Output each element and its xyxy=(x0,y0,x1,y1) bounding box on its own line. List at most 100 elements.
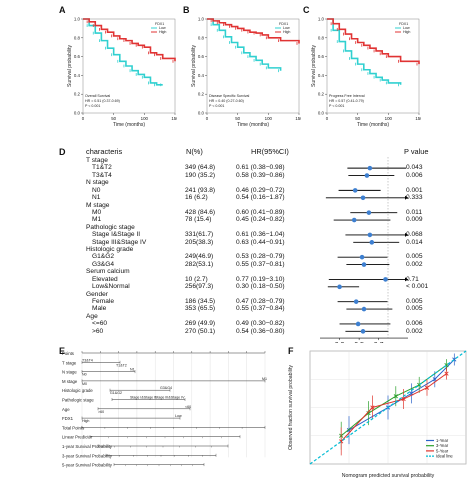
y-axis-label: Survival probability xyxy=(67,45,73,87)
forest-row-label: M0 xyxy=(92,208,102,216)
y-tick-label: 0.6 xyxy=(198,54,205,59)
nomogram-row-label: 1-year Survival Probability xyxy=(62,444,113,449)
x-tick-label: 0 xyxy=(326,116,329,121)
nomogram-row-label: Linear Predictor xyxy=(62,435,93,440)
forest-row-label: Histologic grade xyxy=(86,246,134,254)
panel-letter-c: C xyxy=(303,5,310,15)
forest-point xyxy=(355,321,361,327)
nomogram-row-label: T stage xyxy=(62,360,77,365)
y-tick-label: 0.4 xyxy=(198,73,205,78)
km-curve-high xyxy=(207,18,300,44)
legend-label-high: High xyxy=(283,30,290,34)
forest-row-label: N1 xyxy=(92,194,101,202)
forest-row-p: 0.011 xyxy=(406,208,423,216)
forest-row-label: Low&Normal xyxy=(92,283,130,291)
nomogram-item-s2: Stage I&Stage II xyxy=(130,396,156,400)
x-tick-label: 100 xyxy=(141,116,149,121)
nomogram-item-a1: >60 xyxy=(98,410,104,414)
km-curve-high xyxy=(83,18,176,62)
km-frame xyxy=(206,18,300,114)
legend-label-high: High xyxy=(159,30,166,34)
forest-row: Age xyxy=(76,313,446,320)
nomogram-item-s1: Stage III&Stage IV xyxy=(155,396,185,400)
forest-row-p: 0.333 xyxy=(406,194,423,202)
forest-row-n: 16 (6.2) xyxy=(185,194,208,202)
forest-row: Low&Normal 256(97.3) 0.30 (0.18−0.50) < 0.0… xyxy=(76,283,446,290)
forest-row: Female 186 (34.5) 0.47 (0.28−0.79) 0.005 xyxy=(76,298,446,305)
forest-row-n: 190 (35.2) xyxy=(185,171,216,179)
forest-row-label: G3&G4 xyxy=(92,260,114,268)
forest-point xyxy=(367,165,373,171)
forest-row: Elevated 10 (2.7) 0.77 (0.19−3.10) 0.71 xyxy=(76,276,446,283)
forest-point xyxy=(360,329,366,334)
forest-row-n: 270 (50.1) xyxy=(185,327,216,335)
forest-header-p: P value xyxy=(404,147,429,156)
forest-point xyxy=(360,195,366,201)
forest-row-n: 10 (2.7) xyxy=(185,275,208,283)
forest-row-label: N stage xyxy=(86,179,109,187)
x-tick-label: 100 xyxy=(265,116,273,121)
forest-row-label: G1&G2 xyxy=(92,253,114,261)
stats-hr: HR = 0.51 (0.37-0.69) xyxy=(85,99,120,103)
forest-row-n: 205(38.3) xyxy=(185,238,214,246)
forest-plot-graph: 0.3 0.5 0.7 xyxy=(320,157,408,343)
forest-row-n: 256(97.3) xyxy=(185,283,214,291)
forest-point xyxy=(353,299,359,304)
calib-point xyxy=(366,411,371,416)
calib-y-label: Observed fraction survival probability xyxy=(288,365,294,450)
y-tick-label: 1.0 xyxy=(198,17,205,22)
forest-row: M1 78 (15.4) 0.45 (0.24−0.82) 0.009 xyxy=(76,216,446,223)
x-tick-label: 100 xyxy=(385,116,393,121)
forest-point xyxy=(361,306,367,312)
forest-row-label: T stage xyxy=(86,157,108,164)
nomogram-item-t1: T3&T4 xyxy=(82,358,93,362)
forest-row-label: T3&T4 xyxy=(92,171,112,179)
y-axis-label: Survival probability xyxy=(311,45,317,87)
forest-row-hr: 0.55 (0.37−0.81) xyxy=(236,260,285,268)
y-tick-label: 0.8 xyxy=(318,35,325,40)
stats-p: P < 0.001 xyxy=(85,104,100,108)
x-axis-label: Time (months) xyxy=(113,122,145,128)
panel-letter-f: F xyxy=(288,346,294,356)
km-plot-b: 0.0 0.2 0.4 0.6 0.8 1.0 0 50 100 150 Time (months)… xyxy=(189,17,301,129)
forest-row-label: Stage III&Stage IV xyxy=(92,238,147,246)
forest-row-n: 78 (15.4) xyxy=(185,216,212,224)
nomogram-item-n0: N0 xyxy=(82,373,87,377)
forest-header-n: N(%) xyxy=(186,147,203,156)
forest-row-label: Male xyxy=(92,305,107,313)
forest-row-hr: 0.61 (0.36−1.04) xyxy=(236,231,285,239)
forest-row-label: Pathologic stage xyxy=(86,223,135,231)
panel-letter-b: B xyxy=(183,5,190,15)
x-tick-label: 50 xyxy=(235,116,240,121)
forest-row-p: 0.006 xyxy=(406,320,423,328)
y-tick-label: 0.2 xyxy=(198,92,205,97)
x-tick-label: 50 xyxy=(111,116,116,121)
forest-row-p: 0.005 xyxy=(406,297,423,305)
calib-point xyxy=(444,371,449,376)
nomogram: Points T stage N stage M stage Histologic gr… xyxy=(10,345,272,475)
km-frame xyxy=(82,18,176,114)
forest-point xyxy=(366,210,372,215)
forest-header-hr: HR(95%CI) xyxy=(251,147,289,156)
x-axis-label: Time (months) xyxy=(357,122,389,128)
forest-row-n: 249(46.9) xyxy=(185,253,214,261)
forest-row: N1 16 (6.2) 0.54 (0.16−1.87) 0.333 xyxy=(76,194,446,201)
forest-row-hr: 0.54 (0.16−1.87) xyxy=(236,194,285,202)
forest-point xyxy=(383,277,388,282)
forest-row: >60 270 (50.1) 0.54 (0.36−0.80) 0.002 xyxy=(76,328,446,335)
forest-row-n: 428 (84.6) xyxy=(185,208,216,216)
forest-row: T1&T2 349 (64.8) 0.61 (0.38−0.98) 0.043 xyxy=(76,164,446,171)
km-plot-a: 0.0 0.2 0.4 0.6 0.8 1.0 0 50 100 150 Time (months)… xyxy=(65,17,177,129)
nomogram-row-label: 5-year Survival Probability xyxy=(62,463,113,468)
forest-row-n: 282(53.1) xyxy=(185,260,214,268)
forest-row-hr: 0.54 (0.36−0.80) xyxy=(236,327,285,335)
calib-point xyxy=(370,405,375,410)
forest-row: Stage III&Stage IV 205(38.3) 0.63 (0.44−0.… xyxy=(76,239,446,246)
forest-row-label: <=60 xyxy=(92,320,108,328)
forest-row-hr: 0.46 (0.29−0.72) xyxy=(236,186,285,194)
forest-row-label: N0 xyxy=(92,186,101,194)
x-tick-label: 150 xyxy=(171,116,177,121)
forest-row: Stage I&Stage II 331(61.7) 0.61 (0.36−1.04… xyxy=(76,231,446,238)
forest-row-hr: 0.55 (0.37−0.84) xyxy=(236,305,285,313)
y-tick-label: 0.6 xyxy=(318,54,325,59)
